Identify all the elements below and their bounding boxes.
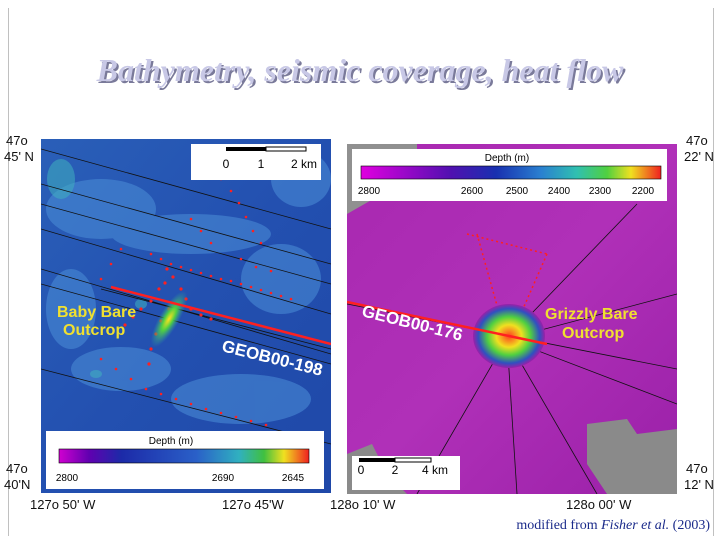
right-colorbar-tick-2200: 2200 xyxy=(632,186,655,197)
right-lon-left: 128o 10' W xyxy=(330,497,396,512)
left-bathymetry-map: 0 1 2 km Baby Bare Outcrop GEOB00-198 De… xyxy=(41,139,331,493)
right-colorbar-gradient xyxy=(360,165,662,180)
baby-bare-label-1: Baby Bare xyxy=(57,304,136,321)
left-lat-bottom-deg: 47o xyxy=(6,461,28,476)
right-lat-bottom-deg: 47o xyxy=(686,461,708,476)
right-colorbar-tick-2400: 2400 xyxy=(548,186,571,197)
right-lat-bottom-min: 12' N xyxy=(684,477,714,492)
right-scalebar-2: 2 xyxy=(392,463,399,477)
credit-line: modified from Fisher et al. (2003) xyxy=(516,518,710,534)
left-colorbar-gradient xyxy=(58,448,310,464)
right-scalebar-bar xyxy=(359,458,395,462)
left-scalebar-2km: 2 km xyxy=(291,157,317,171)
right-scalebar-4km: 4 km xyxy=(422,463,448,477)
right-lat-top-min: 22' N xyxy=(684,149,714,164)
left-lat-top-deg: 47o xyxy=(6,133,28,148)
left-lon-right: 127o 45'W xyxy=(222,497,284,512)
baby-bare-label-2: Outcrop xyxy=(63,322,125,339)
line-geob00-198 xyxy=(110,285,331,346)
grizzly-bare-label-2: Outcrop xyxy=(562,325,624,342)
right-colorbar-tick-2300: 2300 xyxy=(589,186,612,197)
left-lat-bottom-min: 40'N xyxy=(4,477,31,492)
left-colorbar-tick-2690: 2690 xyxy=(212,473,235,484)
credit-year: (2003) xyxy=(669,518,710,533)
grizzly-bare-label-1: Grizzly Bare xyxy=(545,306,638,323)
left-colorbar-tick-2645: 2645 xyxy=(282,473,305,484)
left-scalebar-1: 1 xyxy=(258,157,265,171)
right-lat-top-deg: 47o xyxy=(686,133,708,148)
left-scalebar-0: 0 xyxy=(223,157,230,171)
right-colorbar-tick-2800: 2800 xyxy=(358,186,381,197)
right-colorbar-tick-2600: 2600 xyxy=(461,186,484,197)
left-lat-top-min: 45' N xyxy=(4,149,34,164)
right-lon-right: 128o 00' W xyxy=(566,497,632,512)
right-colorbar-title: Depth (m) xyxy=(485,153,529,164)
left-scalebar-bar xyxy=(226,147,266,151)
right-bathymetry-map: Depth (m) 2800 2600 2500 2400 2300 2200 … xyxy=(347,144,677,494)
left-colorbar-tick-2800: 2800 xyxy=(56,473,79,484)
left-colorbar-title: Depth (m) xyxy=(149,436,193,447)
credit-prefix: modified from xyxy=(516,518,602,533)
slide-frame xyxy=(8,8,714,536)
credit-authors: Fisher et al. xyxy=(601,518,670,533)
right-colorbar-tick-2500: 2500 xyxy=(506,186,529,197)
slide-title: Bathymetry, seismic coverage, heat flow xyxy=(96,52,624,88)
left-lon-left: 127o 50' W xyxy=(30,497,96,512)
line-geob00-176 xyxy=(347,300,548,346)
right-nodata-bottomright xyxy=(587,419,677,494)
right-scalebar-0: 0 xyxy=(358,463,365,477)
